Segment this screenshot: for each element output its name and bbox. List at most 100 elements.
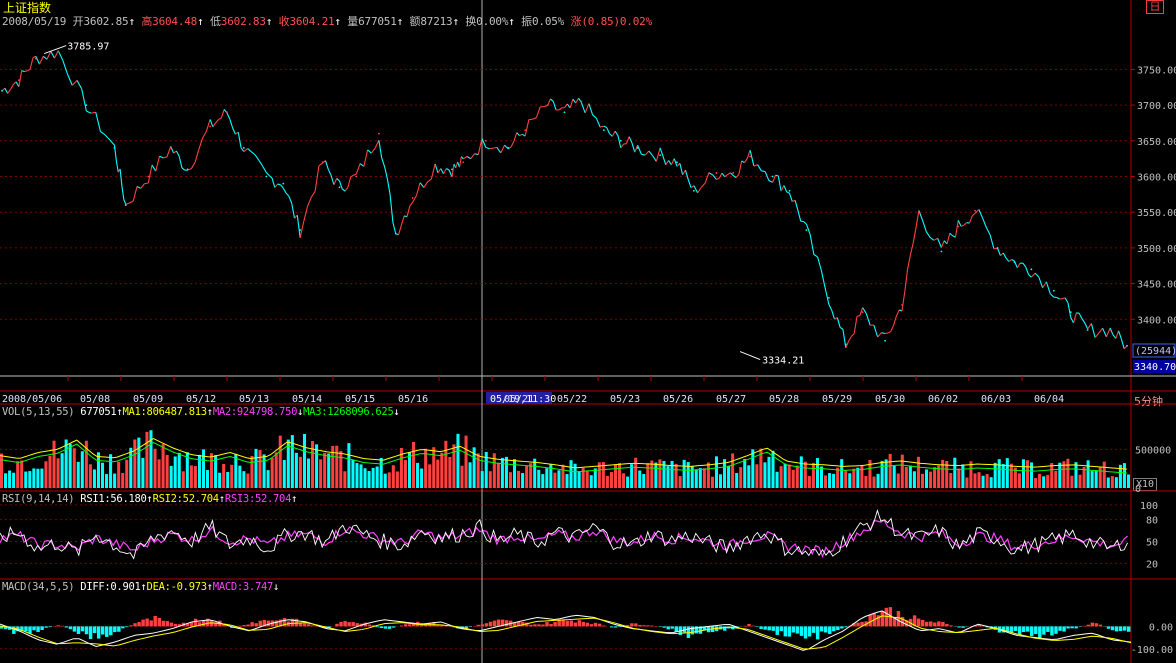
volume-bar (8, 470, 12, 488)
price-line-segment (381, 157, 386, 167)
macd-bar (933, 622, 937, 627)
volume-bar (448, 456, 452, 488)
volume-bar (113, 473, 117, 488)
price-line-segment (159, 155, 164, 159)
price-line-segment (937, 238, 942, 248)
macd-bar (504, 620, 509, 627)
macd-bar (1054, 626, 1058, 634)
macd-bar (193, 618, 198, 627)
period-day-button[interactable]: 日 (1146, 0, 1164, 14)
volume-bar (0, 453, 4, 488)
price-line-segment (828, 304, 833, 311)
price-line-segment (215, 119, 219, 124)
price-line-segment (1076, 312, 1080, 314)
price-point (355, 175, 358, 178)
macd-bar (533, 624, 537, 627)
volume-bar (949, 473, 953, 488)
price-line-segment (817, 256, 822, 271)
rsi-y-tick-label: 50 (1146, 538, 1158, 549)
volume-bar (80, 451, 84, 488)
price-point (732, 172, 735, 174)
price-line-segment (513, 132, 518, 142)
volume-bar (214, 455, 218, 488)
macd-bar (355, 623, 359, 627)
price-line-segment (552, 101, 557, 111)
volume-bar (363, 468, 367, 488)
price-line-segment (721, 172, 726, 178)
volume-bar (1066, 458, 1070, 488)
rsi1-line (0, 508, 1128, 560)
volume-bar (589, 475, 593, 488)
price-line-segment (946, 233, 951, 245)
volume-bar (1054, 470, 1058, 488)
price-series (1, 50, 1128, 350)
price-line-segment (1062, 297, 1066, 300)
price-point (974, 209, 977, 212)
macd-bar (549, 623, 553, 627)
macd-bar (892, 617, 897, 627)
volume-bar (177, 452, 181, 488)
down-arrow-icon: ↓ (273, 581, 280, 593)
volume-bar (1078, 474, 1082, 488)
price-line-segment (423, 181, 429, 188)
volume-bar (678, 476, 682, 488)
rsi-series: 20 50 80 100 (0, 501, 1158, 570)
price-point (338, 186, 341, 189)
volume-bar (565, 474, 569, 488)
price-line-segment (1002, 252, 1007, 259)
volume-bar (1046, 474, 1050, 488)
macd-bar (561, 620, 565, 627)
volume-bar (969, 461, 973, 488)
volume-bar (133, 439, 137, 488)
macd-bar (799, 626, 804, 636)
volume-y-tick-label: 500000 (1135, 445, 1171, 456)
price-line-segment (625, 136, 630, 144)
volume-bar (601, 462, 605, 488)
price-point (147, 175, 150, 178)
price-line-segment (460, 156, 464, 160)
low-label: 低 (209, 15, 221, 28)
volume-bar (335, 445, 339, 488)
price-line-segment (1102, 327, 1107, 338)
volume-bar (561, 464, 565, 488)
volume-bar (1030, 462, 1034, 488)
price-line-segment (1030, 272, 1036, 278)
macd-bar (488, 621, 493, 627)
macd-bar (662, 626, 666, 628)
macd-header: MACD(34,5,5) DIFF:0.901↑DEA:-0.973↑MACD:… (2, 581, 279, 593)
up-arrow-icon: ↑ (452, 15, 459, 28)
price-line-segment (1078, 313, 1083, 319)
macd-bar (464, 626, 468, 629)
volume-bar (743, 458, 747, 488)
rsi-y-tick-label: 20 (1146, 559, 1158, 570)
macd-bar (105, 626, 109, 637)
macd-bar (250, 622, 254, 627)
amplitude-value: 0.05% (531, 15, 565, 28)
volume-bar (868, 460, 872, 488)
down-arrow-icon: ↓ (297, 406, 304, 418)
price-gridlines (0, 68, 1131, 320)
price-point (321, 161, 324, 164)
volume-bar (517, 470, 521, 488)
price-line-segment (389, 194, 394, 223)
price-y-tick-label: 3700.00 (1137, 101, 1176, 112)
volume-bar (1001, 464, 1005, 488)
price-point (805, 229, 808, 231)
volume-bar (1070, 475, 1074, 488)
price-line-segment (344, 186, 349, 192)
x-tick-label: 05/27 (716, 394, 746, 405)
price-line-segment (592, 114, 597, 119)
macd-bar (876, 615, 880, 627)
price-line-segment (363, 149, 369, 167)
volume-bar (440, 452, 444, 488)
period-unit-label[interactable]: 5分钟 (1134, 395, 1163, 408)
down-arrow-icon: ↓ (393, 406, 400, 418)
volume-bar (234, 453, 238, 488)
macd-bar (44, 626, 48, 628)
volume-bar (710, 476, 714, 488)
macd-bar (278, 619, 283, 627)
price-line-segment (839, 326, 844, 330)
volume-bar (266, 470, 270, 488)
price-line-segment (989, 234, 995, 249)
